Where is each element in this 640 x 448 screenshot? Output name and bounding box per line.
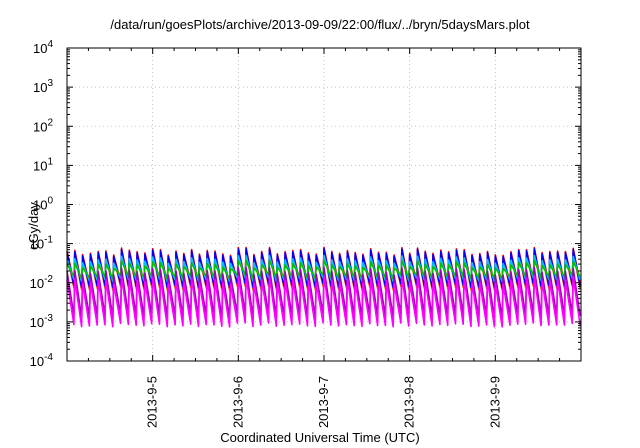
chart-title: /data/run/goesPlots/archive/2013-09-09/2… xyxy=(110,17,530,32)
x-axis: 2013-9-5 2013-9-6 2013-9-7 2013-9-8 2013-9-9 xyxy=(87,48,561,428)
y-tick-label: 103 xyxy=(33,78,53,95)
series-lines xyxy=(66,246,581,328)
y-tick-label: 104 xyxy=(33,39,53,56)
x-tick-label: 2013-9-5 xyxy=(145,376,160,428)
y-tick-label: 102 xyxy=(33,117,53,134)
x-tick-label: 2013-9-8 xyxy=(402,376,417,428)
y-tick-label: 100 xyxy=(33,196,53,213)
y-tick-label: 10-1 xyxy=(30,235,54,252)
y-tick-label: 101 xyxy=(33,156,53,173)
y-axis-label: cGy/day xyxy=(26,202,41,250)
y-tick-label: 10-2 xyxy=(30,274,54,291)
x-tick-label: 2013-9-6 xyxy=(230,376,245,428)
series-line xyxy=(66,275,581,328)
x-tick-label: 2013-9-7 xyxy=(316,376,331,428)
y-axis: 10-4 10-3 10-2 10-1 100 101 102 103 104 xyxy=(30,39,581,369)
x-axis-label: Coordinated Universal Time (UTC) xyxy=(220,430,420,445)
y-tick-label: 10-4 xyxy=(30,352,54,369)
y-tick-label: 10-3 xyxy=(30,313,54,330)
x-tick-label: 2013-9-9 xyxy=(487,376,502,428)
